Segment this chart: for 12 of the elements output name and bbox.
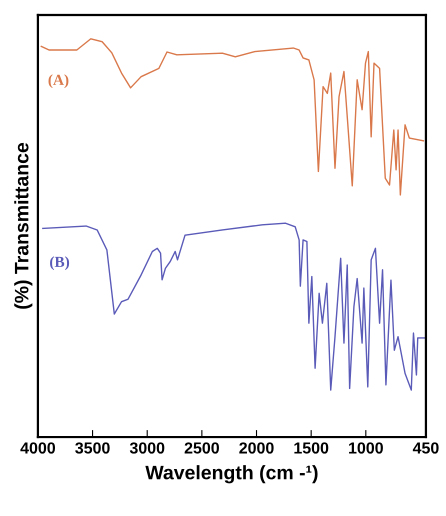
x-axis-title: Wavelength (cm -¹)	[145, 465, 318, 484]
x-tick-label: 450	[412, 442, 439, 454]
x-tick-label: 2500	[184, 442, 219, 454]
y-axis-title: (%) Transmittance	[14, 142, 32, 309]
x-tick-label: 3500	[75, 442, 110, 454]
x-tick-label: 1000	[349, 442, 383, 454]
x-tick-label: 3000	[130, 442, 164, 454]
x-tick-label: 1500	[294, 442, 328, 454]
series-label: (A)	[48, 74, 68, 88]
series-label: (B)	[50, 256, 70, 270]
x-tick-label: 2000	[239, 442, 274, 454]
x-tick-label: 4000	[20, 442, 56, 454]
